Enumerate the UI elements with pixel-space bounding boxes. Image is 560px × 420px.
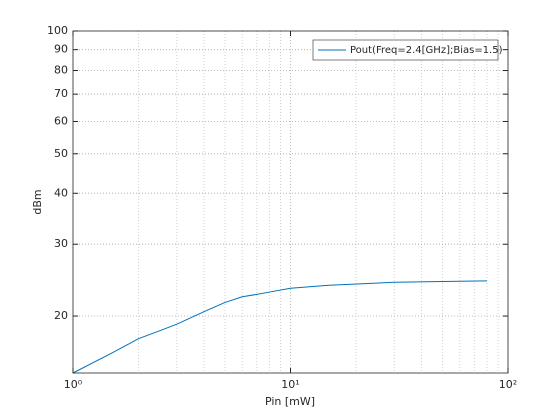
y-tick-label: 40 (54, 186, 68, 199)
x-tick-label: 10² (499, 378, 517, 391)
legend: Pout(Freq=2.4[GHz];Bias=1.5) (312, 39, 503, 61)
y-tick-label: 20 (54, 309, 68, 322)
y-tick-label: 30 (54, 237, 68, 250)
series-line (72, 280, 487, 374)
axes-box (72, 30, 509, 374)
x-tick-label: 10¹ (281, 378, 299, 391)
legend-label: Pout(Freq=2.4[GHz];Bias=1.5) (350, 45, 503, 56)
y-tick-label: 50 (54, 147, 68, 160)
y-axis-label: dBm (31, 189, 44, 214)
y-tick-label: 70 (54, 87, 68, 100)
x-tick-label: 10⁰ (64, 378, 83, 391)
y-tick-label: 100 (47, 24, 68, 37)
y-tick-label: 80 (54, 64, 68, 77)
x-axis-label: Pin [mW] (265, 395, 315, 408)
legend-box (312, 39, 499, 61)
y-tick-label: 90 (54, 43, 68, 56)
y-tick-label: 60 (54, 114, 68, 127)
